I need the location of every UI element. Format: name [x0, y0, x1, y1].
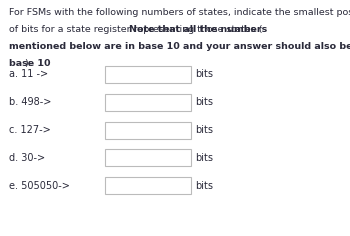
FancyBboxPatch shape: [105, 149, 191, 166]
Text: e. 505050->: e. 505050->: [9, 181, 70, 191]
Text: c. 127->: c. 127->: [9, 125, 50, 135]
Text: bits: bits: [195, 69, 213, 79]
Text: For FSMs with the following numbers of states, indicate the smallest possible nu: For FSMs with the following numbers of s…: [9, 8, 350, 17]
Text: b. 498->: b. 498->: [9, 97, 51, 107]
Text: bits: bits: [195, 97, 213, 107]
FancyBboxPatch shape: [105, 177, 191, 194]
Text: mentioned below are in base 10 and your answer should also be an integer in: mentioned below are in base 10 and your …: [9, 42, 350, 51]
Text: base 10: base 10: [9, 59, 50, 68]
Text: a. 11 ->: a. 11 ->: [9, 69, 48, 79]
Text: bits: bits: [195, 153, 213, 163]
FancyBboxPatch shape: [105, 66, 191, 83]
Text: bits: bits: [195, 181, 213, 191]
Text: ):: ):: [24, 59, 31, 68]
FancyBboxPatch shape: [105, 122, 191, 139]
Text: bits: bits: [195, 125, 213, 135]
Text: of bits for a state register representing those states (: of bits for a state register representin…: [9, 25, 262, 34]
Text: d. 30->: d. 30->: [9, 153, 45, 163]
Text: Note that all the numbers: Note that all the numbers: [129, 25, 267, 34]
FancyBboxPatch shape: [105, 94, 191, 111]
